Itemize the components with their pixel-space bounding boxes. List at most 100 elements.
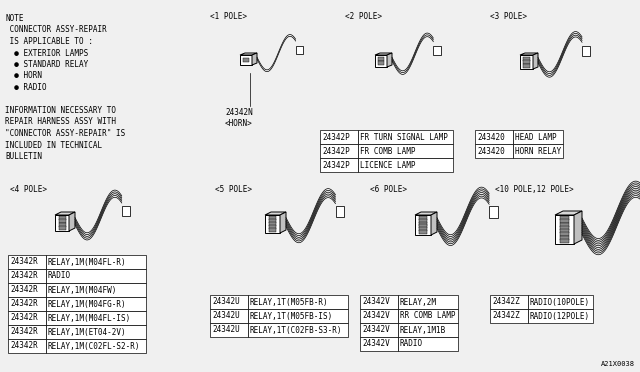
Text: <1 POLE>: <1 POLE>	[210, 12, 247, 21]
Bar	[46, 283, 146, 297]
Polygon shape	[533, 53, 538, 69]
Polygon shape	[555, 215, 574, 244]
Text: 24342V: 24342V	[362, 340, 390, 349]
Text: NOTE: NOTE	[5, 14, 24, 23]
Text: ● EXTERIOR LAMPS: ● EXTERIOR LAMPS	[5, 48, 88, 58]
Polygon shape	[419, 230, 427, 234]
Text: <3 POLE>: <3 POLE>	[490, 12, 527, 21]
Text: <2 POLE>: <2 POLE>	[345, 12, 382, 21]
Polygon shape	[240, 55, 252, 65]
Text: 243420: 243420	[477, 132, 505, 141]
Text: RADIO(10POLE): RADIO(10POLE)	[530, 298, 590, 307]
Text: BULLETIN: BULLETIN	[5, 152, 42, 161]
Polygon shape	[524, 64, 530, 67]
Bar	[46, 297, 146, 311]
Polygon shape	[489, 206, 499, 218]
Bar	[475, 130, 513, 144]
Text: HEAD LAMP: HEAD LAMP	[515, 132, 557, 141]
Text: RELAY,2M: RELAY,2M	[400, 298, 437, 307]
Polygon shape	[582, 46, 590, 55]
Bar	[358, 158, 453, 172]
Polygon shape	[265, 212, 286, 215]
Polygon shape	[560, 219, 569, 224]
Text: INFORMATION NECESSARY TO: INFORMATION NECESSARY TO	[5, 106, 116, 115]
Bar	[8, 339, 46, 353]
Text: IS APPLICABLE TO :: IS APPLICABLE TO :	[5, 37, 93, 46]
Polygon shape	[560, 223, 569, 227]
Polygon shape	[419, 227, 427, 231]
Polygon shape	[378, 57, 384, 61]
Text: 24342U: 24342U	[212, 326, 240, 334]
Text: <4 POLE>: <4 POLE>	[10, 185, 47, 194]
Bar	[513, 144, 563, 158]
Polygon shape	[58, 222, 65, 227]
Bar	[8, 311, 46, 325]
Bar	[360, 323, 398, 337]
Text: ● HORN: ● HORN	[5, 71, 42, 80]
Bar	[8, 325, 46, 339]
Bar	[248, 295, 348, 309]
Text: A21X0038: A21X0038	[601, 361, 635, 367]
Bar	[358, 144, 453, 158]
Text: <5 POLE>: <5 POLE>	[215, 185, 252, 194]
Polygon shape	[560, 229, 569, 233]
Text: INCLUDED IN TECHNICAL: INCLUDED IN TECHNICAL	[5, 141, 102, 150]
Bar	[46, 339, 146, 353]
Text: RADIO(12POLE): RADIO(12POLE)	[530, 311, 590, 321]
Bar	[46, 325, 146, 339]
Polygon shape	[280, 212, 286, 233]
Text: 24342R: 24342R	[10, 314, 38, 323]
Text: RR COMB LAMP: RR COMB LAMP	[400, 311, 456, 321]
Polygon shape	[560, 232, 569, 236]
Bar	[46, 269, 146, 283]
Text: 24342R: 24342R	[10, 327, 38, 337]
Bar	[320, 130, 358, 144]
Polygon shape	[58, 226, 65, 230]
Bar	[490, 309, 528, 323]
Polygon shape	[378, 61, 384, 65]
Polygon shape	[269, 219, 276, 223]
Text: <HORN>: <HORN>	[225, 119, 253, 128]
Text: RADIO: RADIO	[400, 340, 423, 349]
Polygon shape	[415, 215, 431, 235]
Text: <10 POLE,12 POLE>: <10 POLE,12 POLE>	[495, 185, 573, 194]
Text: 24342P: 24342P	[322, 147, 349, 155]
Text: 24342Z: 24342Z	[492, 298, 520, 307]
Polygon shape	[520, 53, 538, 55]
Text: RELAY,1M(M04FL-IS): RELAY,1M(M04FL-IS)	[48, 314, 131, 323]
Text: ● RADIO: ● RADIO	[5, 83, 47, 92]
Bar	[398, 295, 458, 309]
Text: RELAY,1T(M05FB-R): RELAY,1T(M05FB-R)	[250, 298, 328, 307]
Bar	[528, 295, 593, 309]
Text: ● STANDARD RELAY: ● STANDARD RELAY	[5, 60, 88, 69]
Bar	[320, 144, 358, 158]
Text: RELAY,1T(M05FB-IS): RELAY,1T(M05FB-IS)	[250, 311, 333, 321]
Text: RADIO: RADIO	[48, 272, 71, 280]
Polygon shape	[243, 58, 249, 62]
Bar	[210, 323, 248, 337]
Text: 243420: 243420	[477, 147, 505, 155]
Polygon shape	[55, 212, 75, 215]
Polygon shape	[419, 222, 427, 225]
Bar	[248, 323, 348, 337]
Text: HORN RELAY: HORN RELAY	[515, 147, 561, 155]
Text: RELAY,1M(M04FW): RELAY,1M(M04FW)	[48, 285, 117, 295]
Text: 24342R: 24342R	[10, 341, 38, 350]
Text: 24342R: 24342R	[10, 272, 38, 280]
Polygon shape	[433, 46, 441, 55]
Text: RELAY,1M(M04FL-R): RELAY,1M(M04FL-R)	[48, 257, 127, 266]
Polygon shape	[265, 215, 280, 233]
Bar	[46, 255, 146, 269]
Polygon shape	[560, 235, 569, 240]
Polygon shape	[555, 211, 582, 215]
Text: FR COMB LAMP: FR COMB LAMP	[360, 147, 415, 155]
Bar	[398, 337, 458, 351]
Polygon shape	[431, 212, 437, 235]
Bar	[528, 309, 593, 323]
Text: 24342U: 24342U	[212, 311, 240, 321]
Text: RELAY,1T(C02FB-S3-R): RELAY,1T(C02FB-S3-R)	[250, 326, 342, 334]
Polygon shape	[415, 212, 437, 215]
Text: REPAIR HARNESS ASSY WITH: REPAIR HARNESS ASSY WITH	[5, 118, 116, 126]
Bar	[210, 309, 248, 323]
Bar	[490, 295, 528, 309]
